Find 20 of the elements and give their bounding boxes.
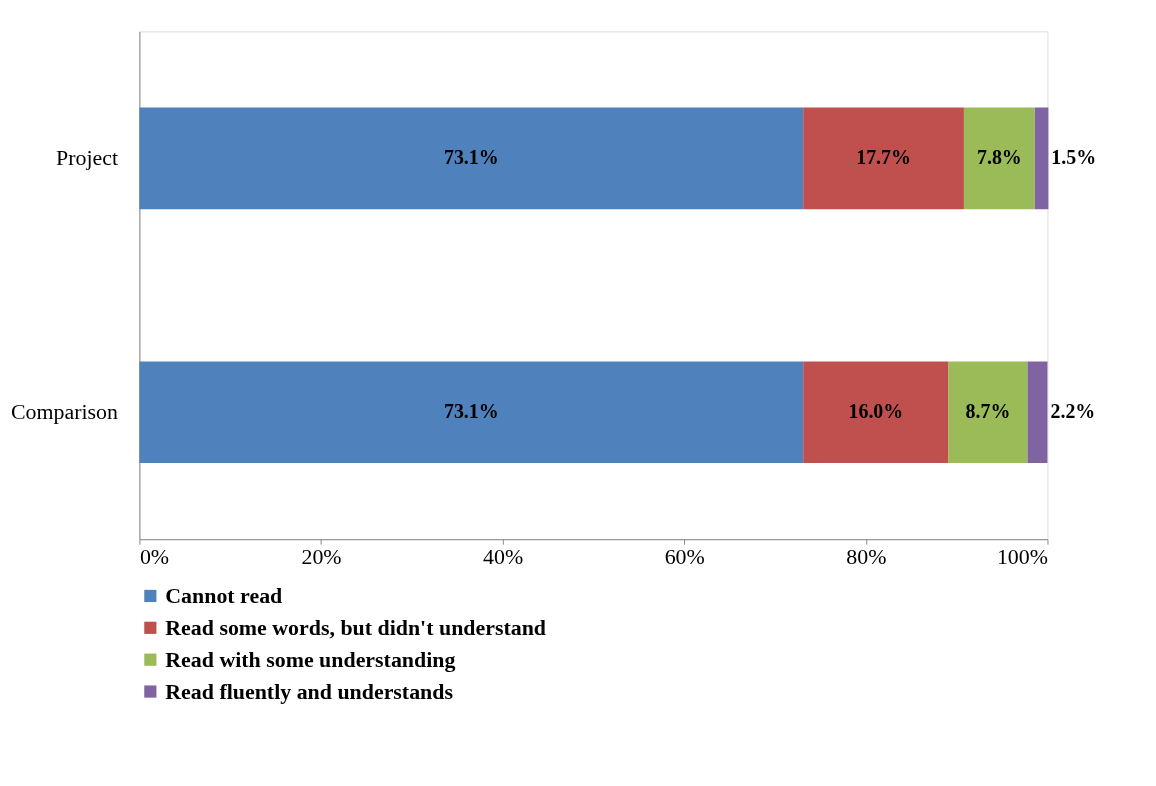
x-tick-label: 80% [846,543,887,569]
legend-label: Cannot read [165,582,283,608]
data-label: 17.7% [856,146,911,169]
data-label: 8.7% [965,400,1011,423]
legend-label: Read with some understanding [165,646,456,672]
data-label: 73.1% [443,400,499,423]
x-tick-label: 0% [139,543,170,569]
legend-label: Read some words, but didn't understand [165,614,547,640]
y-tick-label: Project [55,145,118,171]
x-tick-label: 20% [301,543,342,569]
x-tick-label: 40% [483,543,524,569]
data-label: 2.2% [1050,400,1096,423]
data-label: 73.1% [443,146,499,169]
y-tick-label: Comparison [10,399,119,425]
data-label: 7.8% [976,146,1022,169]
x-tick-label: 100% [996,543,1048,569]
data-label: 1.5% [1051,146,1097,169]
x-tick-label: 60% [664,543,705,569]
legend-label: Read fluently and understands [165,678,453,704]
data-label: 16.0% [848,400,904,423]
